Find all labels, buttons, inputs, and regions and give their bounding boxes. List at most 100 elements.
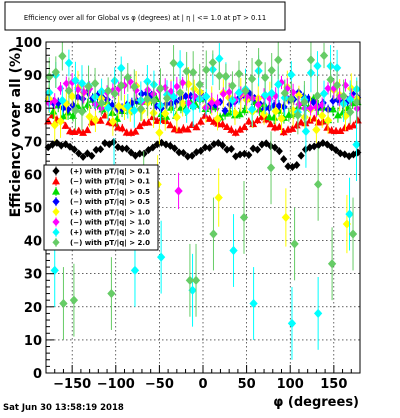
legend: (+) with pT/|q| > 0.1(−) with pT/|q| > 0… bbox=[43, 164, 159, 251]
data-point bbox=[305, 116, 314, 124]
data-point bbox=[110, 89, 119, 99]
data-point bbox=[50, 265, 59, 275]
data-point bbox=[71, 75, 80, 86]
data-point bbox=[329, 96, 337, 105]
data-point bbox=[284, 162, 292, 171]
data-point bbox=[143, 94, 152, 104]
data-point bbox=[192, 123, 201, 131]
data-point bbox=[218, 120, 227, 128]
y-tick-label: 10 bbox=[24, 334, 42, 349]
data-point bbox=[312, 103, 320, 112]
data-point bbox=[83, 100, 92, 108]
chart-title: Efficiency over all for Global vs φ (deg… bbox=[24, 14, 266, 22]
data-point bbox=[174, 186, 183, 196]
data-point bbox=[349, 121, 358, 129]
data-point bbox=[61, 121, 70, 129]
x-tick-label: 50 bbox=[238, 377, 256, 392]
data-point bbox=[123, 101, 132, 111]
data-point bbox=[74, 126, 83, 134]
legend-label: (+) with pT/|q| > 0.1 bbox=[70, 168, 150, 177]
data-point bbox=[329, 105, 338, 113]
data-point bbox=[183, 125, 192, 133]
data-point bbox=[241, 86, 250, 96]
x-axis-label: φ (degrees) bbox=[273, 395, 359, 410]
data-point bbox=[175, 59, 185, 70]
data-point bbox=[188, 151, 196, 160]
y-tick-label: 30 bbox=[24, 268, 42, 283]
data-point bbox=[290, 239, 299, 249]
data-point bbox=[275, 101, 283, 110]
x-tick-label: 0 bbox=[198, 377, 207, 392]
data-point bbox=[280, 155, 288, 164]
data-point bbox=[96, 116, 105, 124]
y-tick-label: 90 bbox=[24, 69, 42, 84]
data-point bbox=[156, 252, 166, 262]
data-point bbox=[196, 117, 205, 125]
data-point bbox=[91, 115, 100, 125]
data-point bbox=[149, 143, 157, 152]
data-point bbox=[288, 124, 297, 132]
datestamp: Sat Jun 30 13:58:19 2018 bbox=[3, 403, 124, 413]
data-point bbox=[197, 146, 205, 155]
data-point bbox=[205, 143, 214, 152]
data-point bbox=[131, 127, 140, 135]
data-point bbox=[294, 90, 304, 101]
data-point bbox=[214, 192, 223, 203]
data-point bbox=[292, 121, 301, 129]
data-point bbox=[221, 106, 229, 115]
data-point bbox=[249, 119, 258, 128]
legend-box bbox=[43, 164, 159, 251]
data-point bbox=[348, 229, 358, 239]
data-point bbox=[228, 95, 237, 105]
data-point bbox=[267, 88, 276, 98]
data-point bbox=[52, 207, 60, 216]
data-point bbox=[213, 114, 222, 124]
data-point bbox=[182, 92, 190, 101]
data-point bbox=[261, 73, 270, 83]
data-point bbox=[117, 80, 126, 91]
data-point bbox=[332, 80, 342, 90]
data-point bbox=[172, 112, 181, 122]
data-point bbox=[101, 139, 109, 148]
title-box bbox=[4, 1, 286, 31]
data-point bbox=[297, 151, 305, 160]
data-point bbox=[184, 152, 192, 161]
data-point bbox=[175, 148, 183, 157]
data-point bbox=[185, 275, 195, 285]
data-point bbox=[75, 149, 83, 158]
data-point bbox=[130, 105, 139, 116]
data-point bbox=[318, 111, 327, 121]
data-point bbox=[79, 94, 87, 103]
data-point bbox=[202, 91, 211, 102]
y-tick-label: 70 bbox=[24, 135, 42, 150]
data-point bbox=[332, 146, 340, 155]
data-point bbox=[306, 104, 315, 113]
data-point bbox=[208, 98, 216, 107]
data-point bbox=[221, 71, 231, 81]
data-point bbox=[271, 143, 279, 152]
data-point bbox=[136, 149, 144, 158]
data-point bbox=[59, 298, 68, 309]
data-point bbox=[130, 265, 140, 275]
data-point bbox=[332, 63, 342, 73]
data-point bbox=[64, 105, 72, 114]
data-point bbox=[236, 150, 244, 159]
data-point bbox=[118, 124, 127, 132]
data-point bbox=[62, 79, 70, 88]
data-point bbox=[319, 50, 329, 61]
data-point bbox=[166, 120, 175, 129]
data-point bbox=[161, 109, 170, 119]
legend-label: (−) with pT/|q| > 0.1 bbox=[70, 178, 150, 187]
data-point bbox=[52, 187, 60, 195]
data-point bbox=[274, 55, 283, 65]
data-point bbox=[341, 150, 349, 159]
data-point bbox=[56, 84, 65, 93]
data-point bbox=[104, 103, 113, 113]
data-point bbox=[333, 111, 342, 119]
data-point bbox=[265, 112, 274, 120]
data-point bbox=[171, 144, 179, 153]
data-point bbox=[52, 228, 60, 237]
data-point bbox=[79, 152, 87, 161]
x-tick-label: −150 bbox=[53, 377, 91, 392]
data-point bbox=[127, 148, 135, 157]
